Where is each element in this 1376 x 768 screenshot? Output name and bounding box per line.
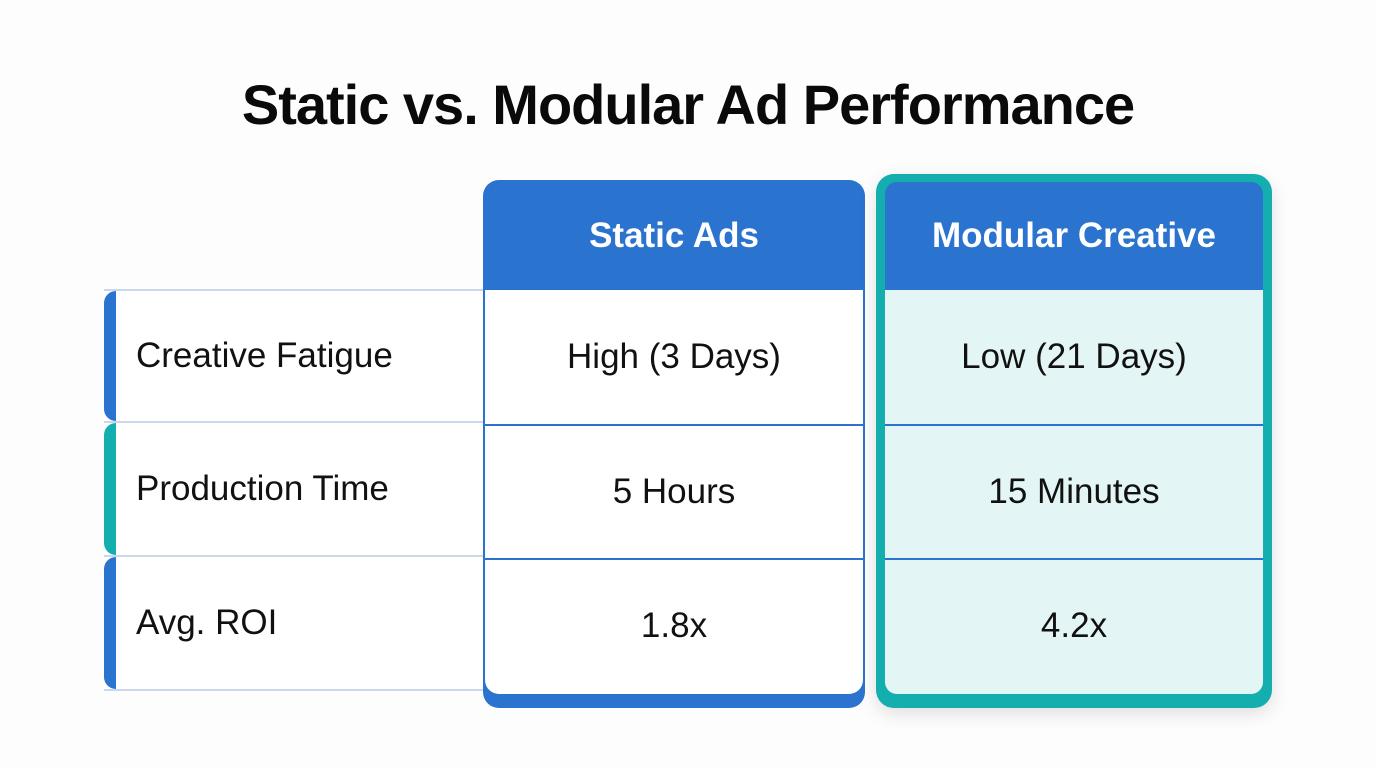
row-label-production-time: Production Time — [104, 423, 486, 557]
cell-modular-avg-roi: 4.2x — [885, 558, 1263, 692]
row-accent-bar — [104, 423, 116, 555]
row-label-creative-fatigue: Creative Fatigue — [104, 289, 486, 423]
row-label-text: Production Time — [136, 469, 389, 508]
row-label-avg-roi: Avg. ROI — [104, 557, 486, 691]
row-accent-bar — [104, 291, 116, 421]
column-header-bg-modular — [885, 182, 1263, 290]
cell-static-creative-fatigue: High (3 Days) — [567, 337, 781, 376]
row-accent-bar — [104, 557, 116, 689]
cell-static-avg-roi: 1.8x — [485, 558, 863, 692]
cell-modular-production-time: 15 Minutes — [885, 424, 1263, 558]
cell-static-production-time: 5 Hours — [485, 424, 863, 558]
column-header-modular: Modular Creative — [932, 216, 1216, 255]
cell-modular-creative-fatigue: Low (21 Days) — [961, 337, 1187, 376]
column-body-modular: Low (21 Days) 15 Minutes 4.2x — [885, 290, 1263, 694]
row-label-text: Avg. ROI — [136, 603, 278, 642]
column-modular-creative: Modular Creative Low (21 Days) 15 Minute… — [876, 174, 1272, 708]
row-labels: Creative Fatigue Production Time Avg. RO… — [104, 289, 486, 691]
column-static-ads: Static Ads High (3 Days) 5 Hours 1.8x — [483, 180, 865, 708]
row-label-text: Creative Fatigue — [136, 336, 393, 375]
page-title: Static vs. Modular Ad Performance — [241, 73, 1135, 136]
column-body-static: High (3 Days) 5 Hours 1.8x — [485, 290, 863, 694]
column-header-static: Static Ads — [589, 216, 759, 255]
